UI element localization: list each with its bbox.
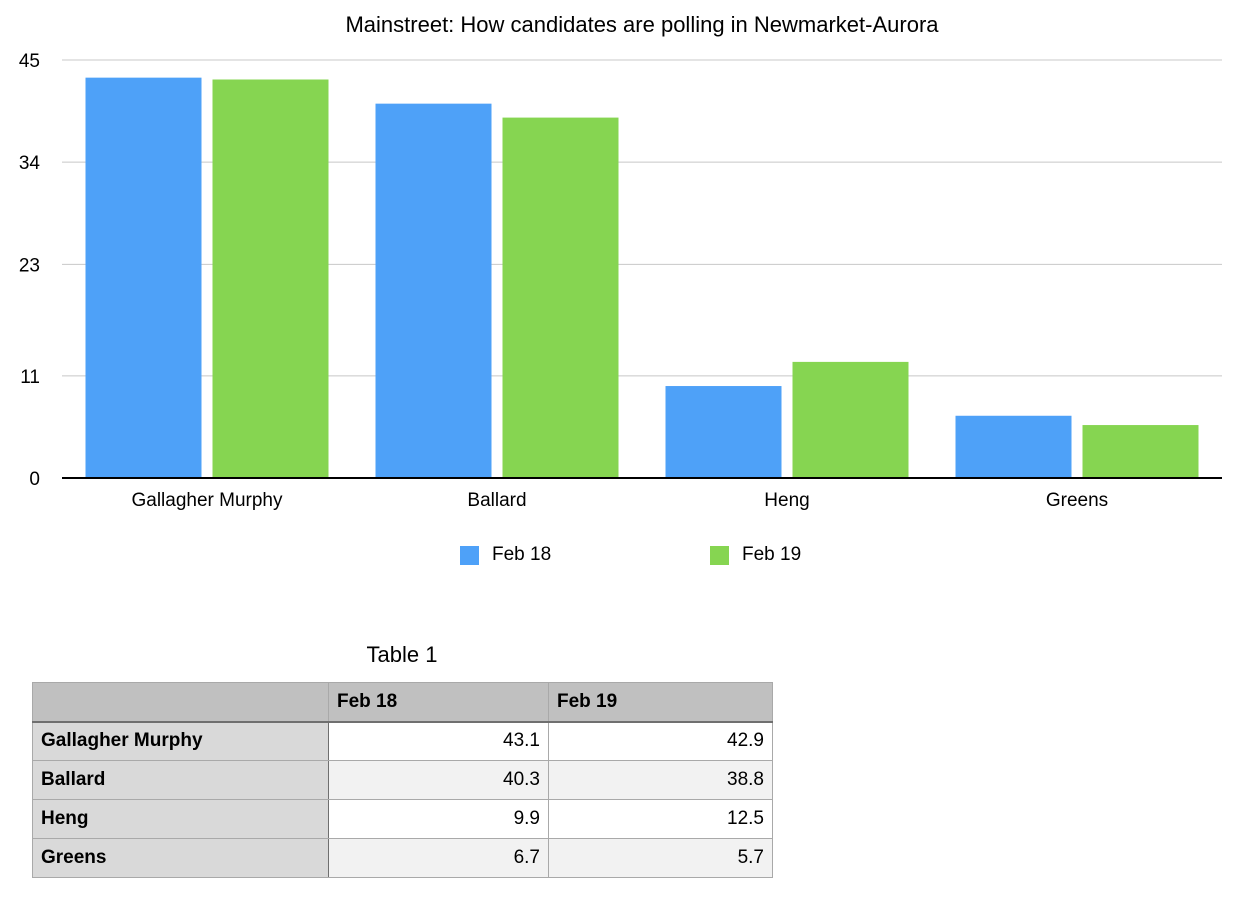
legend-label-feb19: Feb 19: [742, 544, 802, 565]
x-tick-label: Greens: [1046, 490, 1108, 511]
table-row: Gallagher Murphy 43.1 42.9: [32, 721, 773, 761]
table-row: Heng 9.9 12.5: [32, 799, 773, 839]
legend-swatch-feb18: [460, 545, 479, 565]
x-tick-label: Ballard: [467, 490, 526, 511]
bar-feb19: [792, 361, 909, 478]
bar-feb18: [665, 386, 782, 478]
chart-title: Mainstreet: How candidates are polling i…: [345, 12, 939, 37]
table-cell: 42.9: [548, 721, 773, 761]
legend-swatch-feb19: [710, 545, 729, 565]
bar-feb18: [85, 77, 202, 478]
table-cell: 5.7: [548, 838, 773, 878]
table-row: Ballard 40.3 38.8: [32, 760, 773, 800]
table-cell: 43.1: [328, 721, 549, 761]
bar-feb19: [212, 79, 329, 479]
table-header-feb19: Feb 19: [548, 682, 773, 723]
table-cell: 38.8: [548, 760, 773, 800]
chart-legend: Feb 18 Feb 19: [0, 544, 1240, 570]
legend-item-feb18: Feb 18: [460, 544, 551, 566]
x-tick-label: Heng: [764, 490, 809, 511]
table-title: Table 1: [366, 642, 438, 667]
bar-feb19: [502, 117, 619, 478]
y-tick-label: 23: [19, 255, 40, 276]
y-tick-label: 11: [20, 367, 40, 388]
table-cell: 12.5: [548, 799, 773, 839]
x-axis-labels: Gallagher Murphy Ballard Heng Greens: [131, 490, 1108, 511]
y-axis-ticks: 0 11 23 34 45: [19, 51, 41, 490]
bar-feb19: [1082, 425, 1199, 478]
table-header-corner: [32, 682, 329, 723]
table-row-label: Heng: [32, 799, 329, 839]
bar-chart: Mainstreet: How candidates are polling i…: [19, 12, 1222, 511]
y-tick-label: 34: [19, 153, 41, 174]
bar-feb18: [375, 103, 492, 478]
legend-label-feb18: Feb 18: [492, 544, 552, 565]
table-row-label: Greens: [32, 838, 329, 878]
table-row-label: Gallagher Murphy: [32, 721, 329, 761]
table-header-feb18: Feb 18: [328, 682, 549, 723]
table-cell: 9.9: [328, 799, 549, 839]
table-cell: 6.7: [328, 838, 549, 878]
legend-item-feb19: Feb 19: [710, 544, 801, 566]
table-row: Greens 6.7 5.7: [32, 838, 773, 878]
table-cell: 40.3: [328, 760, 549, 800]
y-tick-label: 45: [19, 51, 40, 72]
bar-feb18: [955, 415, 1072, 478]
table-header-row: Feb 18 Feb 19: [32, 682, 773, 723]
y-tick-label: 0: [29, 469, 40, 490]
table-row-label: Ballard: [32, 760, 329, 800]
x-tick-label: Gallagher Murphy: [131, 490, 283, 511]
data-table: Feb 18 Feb 19 Gallagher Murphy 43.1 42.9…: [32, 682, 773, 878]
bars: [85, 77, 1199, 479]
